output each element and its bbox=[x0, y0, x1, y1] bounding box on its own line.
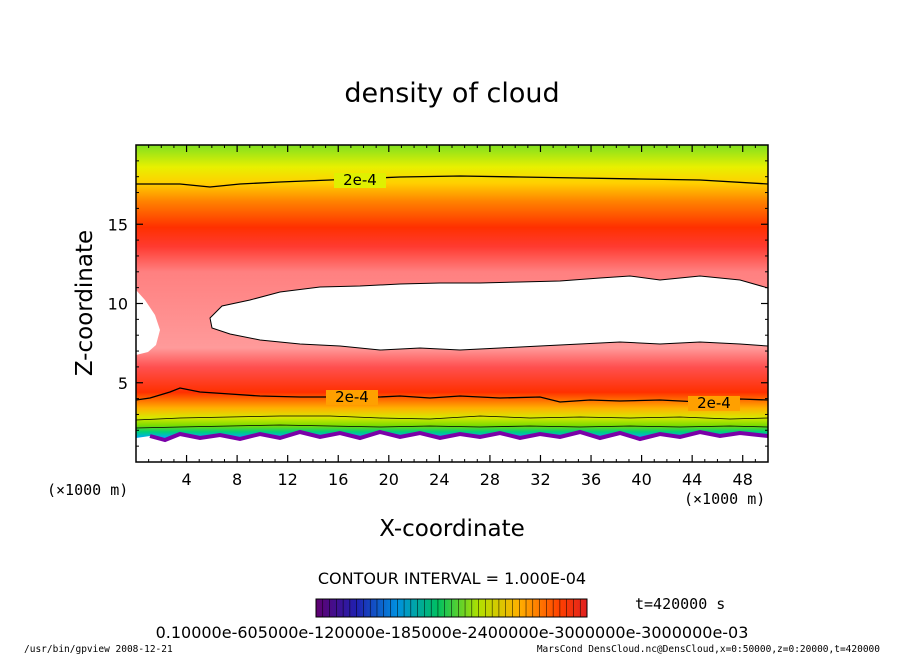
y-axis-title: Z-coordinate bbox=[72, 230, 98, 376]
x-tick-label: 16 bbox=[328, 470, 348, 489]
contour-label-bg bbox=[688, 396, 740, 411]
x-unit-right: (×1000 m) bbox=[684, 490, 765, 508]
x-tick-label: 4 bbox=[181, 470, 191, 489]
x-tick-label: 32 bbox=[530, 470, 550, 489]
y-tick-label: 15 bbox=[108, 215, 128, 234]
x-tick-label: 8 bbox=[232, 470, 242, 489]
x-tick-label: 12 bbox=[278, 470, 298, 489]
x-tick-label: 48 bbox=[733, 470, 753, 489]
contour-label-lower-left: 2e-4 bbox=[335, 388, 369, 406]
x-tick-label: 40 bbox=[631, 470, 651, 489]
colorbar-labels: 0.10000e-605000e-120000e-185000e-2400000… bbox=[156, 623, 749, 642]
footer-right: MarsCond_DensCloud.nc@DensCloud,x=0:5000… bbox=[537, 644, 880, 654]
time-label: t=420000 s bbox=[635, 595, 725, 613]
y-tick-label: 10 bbox=[108, 295, 128, 314]
contour-label-bg bbox=[334, 173, 386, 188]
y-tick-label: 5 bbox=[118, 374, 128, 393]
footer-left: /usr/bin/gpview 2008-12-21 bbox=[24, 644, 173, 654]
contour-lower-2 bbox=[136, 415, 768, 421]
x-tick-label: 44 bbox=[682, 470, 702, 489]
central-white-region bbox=[209, 275, 768, 351]
contour-label-lower-right: 2e-4 bbox=[697, 394, 731, 412]
cloud-free-bottom bbox=[136, 432, 768, 462]
contour-label-top: 2e-4 bbox=[343, 171, 377, 189]
cloud-base-edge bbox=[149, 429, 768, 443]
contour-interval: CONTOUR INTERVAL = 1.000E-04 bbox=[318, 569, 586, 588]
contour-label-bg bbox=[326, 390, 378, 405]
contour-lower-2e-4 bbox=[136, 387, 768, 403]
chart-title: density of cloud bbox=[344, 78, 559, 109]
x-tick-label: 20 bbox=[379, 470, 399, 489]
contour-lower-3 bbox=[136, 424, 768, 429]
x-axis: 4 8 12 16 20 24 28 32 36 40 44 48 bbox=[148, 145, 756, 489]
x-tick-label: 24 bbox=[429, 470, 449, 489]
x-axis-title: X-coordinate bbox=[379, 516, 525, 542]
x-tick-label: 28 bbox=[480, 470, 500, 489]
left-white-region bbox=[136, 290, 160, 355]
contour-upper-2e-4 bbox=[136, 175, 768, 188]
plot-area: 2e-4 2e-4 2e-4 bbox=[136, 145, 768, 462]
colorbar-divisions bbox=[322, 599, 581, 617]
x-unit-left: (×1000 m) bbox=[47, 481, 128, 499]
y-axis: 5 10 15 bbox=[108, 160, 768, 447]
x-tick-label: 36 bbox=[581, 470, 601, 489]
